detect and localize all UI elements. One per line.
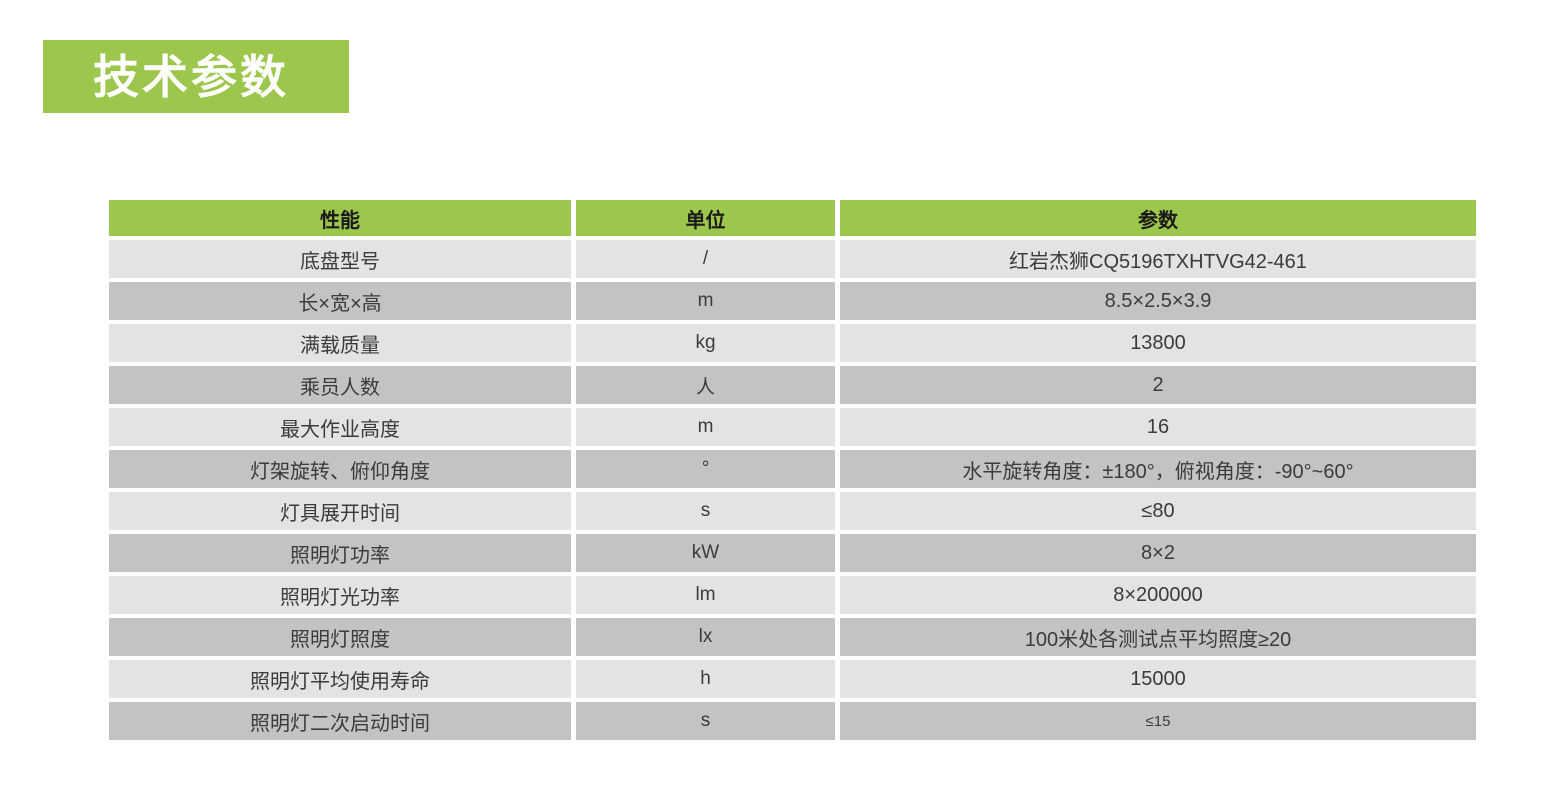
cell-unit: lx: [576, 618, 835, 656]
cell-performance: 最大作业高度: [109, 408, 571, 446]
table-row: 照明灯平均使用寿命 h 15000: [109, 660, 1476, 698]
cell-parameter: 水平旋转角度：±180°，俯视角度：-90°~60°: [840, 450, 1476, 488]
cell-unit: lm: [576, 576, 835, 614]
table-header-row: 性能 单位 参数: [109, 200, 1476, 236]
cell-performance: 乘员人数: [109, 366, 571, 404]
table-row: 满载质量 kg 13800: [109, 324, 1476, 362]
cell-unit: m: [576, 282, 835, 320]
cell-unit: kW: [576, 534, 835, 572]
table-row: 照明灯二次启动时间 s ≤15: [109, 702, 1476, 740]
column-header-performance: 性能: [109, 200, 571, 236]
cell-performance: 照明灯功率: [109, 534, 571, 572]
column-header-unit: 单位: [576, 200, 835, 236]
cell-parameter: 8.5×2.5×3.9: [840, 282, 1476, 320]
cell-performance: 长×宽×高: [109, 282, 571, 320]
cell-unit: /: [576, 240, 835, 278]
table-row: 最大作业高度 m 16: [109, 408, 1476, 446]
cell-parameter: 15000: [840, 660, 1476, 698]
cell-performance: 照明灯二次启动时间: [109, 702, 571, 740]
column-header-parameter: 参数: [840, 200, 1476, 236]
table-row: 照明灯光功率 lm 8×200000: [109, 576, 1476, 614]
table-row: 乘员人数 人 2: [109, 366, 1476, 404]
cell-performance: 照明灯平均使用寿命: [109, 660, 571, 698]
cell-unit: s: [576, 702, 835, 740]
cell-parameter: 100米处各测试点平均照度≥20: [840, 618, 1476, 656]
cell-performance: 灯架旋转、俯仰角度: [109, 450, 571, 488]
cell-performance: 照明灯光功率: [109, 576, 571, 614]
cell-parameter: 13800: [840, 324, 1476, 362]
cell-parameter: ≤15: [840, 702, 1476, 740]
table-row: 灯架旋转、俯仰角度 ° 水平旋转角度：±180°，俯视角度：-90°~60°: [109, 450, 1476, 488]
cell-parameter: 红岩杰狮CQ5196TXHTVG42-461: [840, 240, 1476, 278]
cell-unit: m: [576, 408, 835, 446]
page-title-banner: 技术参数: [43, 40, 349, 113]
cell-unit: h: [576, 660, 835, 698]
table-row: 照明灯照度 lx 100米处各测试点平均照度≥20: [109, 618, 1476, 656]
cell-unit: kg: [576, 324, 835, 362]
cell-unit: s: [576, 492, 835, 530]
cell-performance: 满载质量: [109, 324, 571, 362]
cell-performance: 照明灯照度: [109, 618, 571, 656]
table-row: 底盘型号 / 红岩杰狮CQ5196TXHTVG42-461: [109, 240, 1476, 278]
cell-parameter: 16: [840, 408, 1476, 446]
cell-parameter: 8×2: [840, 534, 1476, 572]
page-title: 技术参数: [93, 50, 289, 103]
cell-parameter: ≤80: [840, 492, 1476, 530]
table-row: 照明灯功率 kW 8×2: [109, 534, 1476, 572]
table-row: 灯具展开时间 s ≤80: [109, 492, 1476, 530]
cell-performance: 灯具展开时间: [109, 492, 571, 530]
table-header: 性能 单位 参数: [109, 200, 1476, 236]
technical-spec-table: 性能 单位 参数 底盘型号 / 红岩杰狮CQ5196TXHTVG42-461 长…: [104, 196, 1481, 744]
cell-unit: 人: [576, 366, 835, 404]
table-row: 长×宽×高 m 8.5×2.5×3.9: [109, 282, 1476, 320]
cell-parameter: 8×200000: [840, 576, 1476, 614]
cell-parameter: 2: [840, 366, 1476, 404]
cell-performance: 底盘型号: [109, 240, 571, 278]
table-body: 底盘型号 / 红岩杰狮CQ5196TXHTVG42-461 长×宽×高 m 8.…: [109, 240, 1476, 740]
cell-unit: °: [576, 450, 835, 488]
